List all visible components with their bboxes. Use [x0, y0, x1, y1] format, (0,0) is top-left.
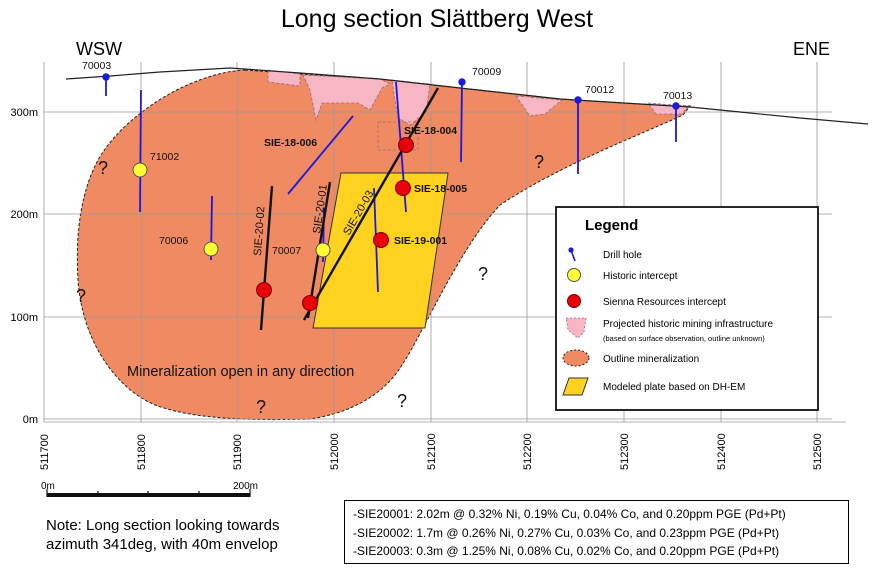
- historic-intercept-71002: [132, 162, 148, 178]
- orientation-note: Note: Long section looking towards azimu…: [46, 516, 346, 554]
- question-mark: ?: [534, 152, 544, 172]
- label-70013: 70013: [663, 90, 692, 102]
- label-70006: 70006: [159, 235, 188, 247]
- legend-label-drill-hole: Drill hole: [603, 250, 642, 261]
- legend-label-sienna-intercept: Sienna Resources intercept: [603, 297, 726, 308]
- legend: Legend Drill hole Historic intercept Sie…: [555, 206, 819, 411]
- easting-tick: 512200: [522, 433, 534, 470]
- orientation-note-line: Note: Long section looking towards: [46, 517, 280, 534]
- modeled-plate-icon: [562, 377, 589, 396]
- historic-intercept-70007: [315, 242, 331, 258]
- drill-results-box: -SIE20001: 2.02m @ 0.32% Ni, 0.19% Cu, 0…: [344, 500, 849, 564]
- scale-bar-end-label: 200m: [233, 481, 258, 492]
- legend-sublabel-mining-infrastructure: (based on surface observation, outline u…: [603, 334, 765, 343]
- historic-intercepts: [132, 162, 331, 258]
- label-sie-18-005: SIE-18-005: [414, 183, 467, 195]
- question-mark: ?: [478, 264, 488, 284]
- elevation-tick-200m: 200m: [10, 209, 38, 221]
- historic-intercept-icon: [567, 268, 581, 282]
- sienna-intercept-sie-18-005: [395, 180, 411, 196]
- label-70009: 70009: [472, 66, 501, 78]
- easting-axis: 511700 511800 511900 512000 512100 51220…: [39, 433, 824, 470]
- historic-intercept-70006: [203, 241, 219, 257]
- legend-label-outline-mineralization: Outline mineralization: [603, 354, 699, 365]
- easting-tick: 512100: [426, 433, 438, 470]
- easting-tick: 512500: [812, 433, 824, 470]
- drill-hole-collar-70012: [574, 96, 582, 104]
- trace-sie-20-02: [259, 185, 274, 331]
- outline-mineralization-icon: [562, 349, 590, 367]
- sienna-intercepts: [256, 137, 414, 311]
- diagram-title: Long section Slättberg West: [281, 5, 593, 33]
- easting-tick: 511700: [39, 434, 51, 470]
- question-mark: ?: [397, 391, 407, 411]
- drill-result-line: -SIE20001: 2.02m @ 0.32% Ni, 0.19% Cu, 0…: [353, 507, 786, 521]
- elevation-tick-100m: 100m: [10, 312, 38, 324]
- scale-bar: 0m 200m: [41, 481, 258, 497]
- elevation-axis: 300m 200m 100m 0m: [10, 107, 38, 426]
- easting-tick: 511900: [232, 434, 244, 470]
- sienna-intercept-sie-20-01: [302, 295, 318, 311]
- sienna-intercept-icon: [567, 294, 581, 308]
- question-mark: ?: [76, 286, 86, 306]
- scale-bar-start-label: 0m: [41, 481, 55, 492]
- question-mark: ?: [256, 397, 266, 417]
- label-70007: 70007: [272, 245, 301, 257]
- drill-hole-collar-70003: [102, 73, 110, 81]
- legend-label-mining-infrastructure: Projected historic mining infrastructure: [603, 319, 774, 330]
- drill-hole-icon-collar: [568, 247, 574, 253]
- label-70012: 70012: [585, 84, 614, 96]
- legend-box: [555, 206, 819, 411]
- drill-hole-collar-70009: [458, 78, 466, 86]
- question-marks: ? ? ? ? ? ?: [76, 152, 544, 417]
- label-sie-18-006: SIE-18-006: [264, 137, 317, 149]
- sienna-intercept-labels: SIE-18-006 SIE-18-004 SIE-18-005 SIE-19-…: [264, 125, 467, 247]
- legend-title: Legend: [585, 217, 638, 234]
- easting-tick: 512400: [716, 433, 728, 470]
- label-sie-18-004: SIE-18-004: [404, 125, 457, 137]
- question-mark: ?: [98, 158, 108, 178]
- trace-sie-20-03: [302, 87, 440, 321]
- drill-hole-collar-70013: [672, 102, 680, 110]
- easting-tick: 512300: [619, 433, 631, 470]
- elevation-tick-300m: 300m: [10, 107, 38, 119]
- mining-infrastructure: [267, 69, 689, 151]
- drill-result-line: -SIE20003: 0.3m @ 1.25% Ni, 0.08% Cu, 0.…: [353, 544, 780, 558]
- sienna-intercept-sie-20-02: [256, 282, 272, 298]
- modeled-plate: [312, 172, 449, 329]
- orientation-note-line: azimuth 341deg, with 40m envelop: [46, 536, 278, 553]
- direction-ene: ENE: [793, 39, 830, 59]
- label-71002: 71002: [150, 151, 179, 163]
- label-sie-19-001: SIE-19-001: [394, 235, 447, 247]
- mining-infrastructure-icon: [565, 317, 587, 339]
- legend-label-historic-intercept: Historic intercept: [603, 271, 678, 282]
- sienna-intercept-sie-18-004: [398, 137, 414, 153]
- easting-tick: 512000: [329, 433, 341, 470]
- drill-hole-labels: 70003 70009 70012 70013 71002 70006 7000…: [82, 60, 692, 257]
- label-sie-20-02: SIE-20-02: [252, 206, 267, 256]
- topography-line: [65, 67, 869, 125]
- label-70003: 70003: [82, 60, 111, 72]
- drill-result-line: -SIE20002: 1.7m @ 0.26% Ni, 0.27% Cu, 0.…: [353, 525, 780, 540]
- sienna-intercept-sie-19-001: [373, 232, 389, 248]
- elevation-tick-0m: 0m: [23, 414, 38, 426]
- mineralization-open-label: Mineralization open in any direction: [127, 364, 354, 380]
- direction-wsw: WSW: [76, 39, 122, 59]
- easting-tick: 511800: [136, 434, 148, 470]
- legend-label-modeled-plate: Modeled plate based on DH-EM: [603, 382, 745, 393]
